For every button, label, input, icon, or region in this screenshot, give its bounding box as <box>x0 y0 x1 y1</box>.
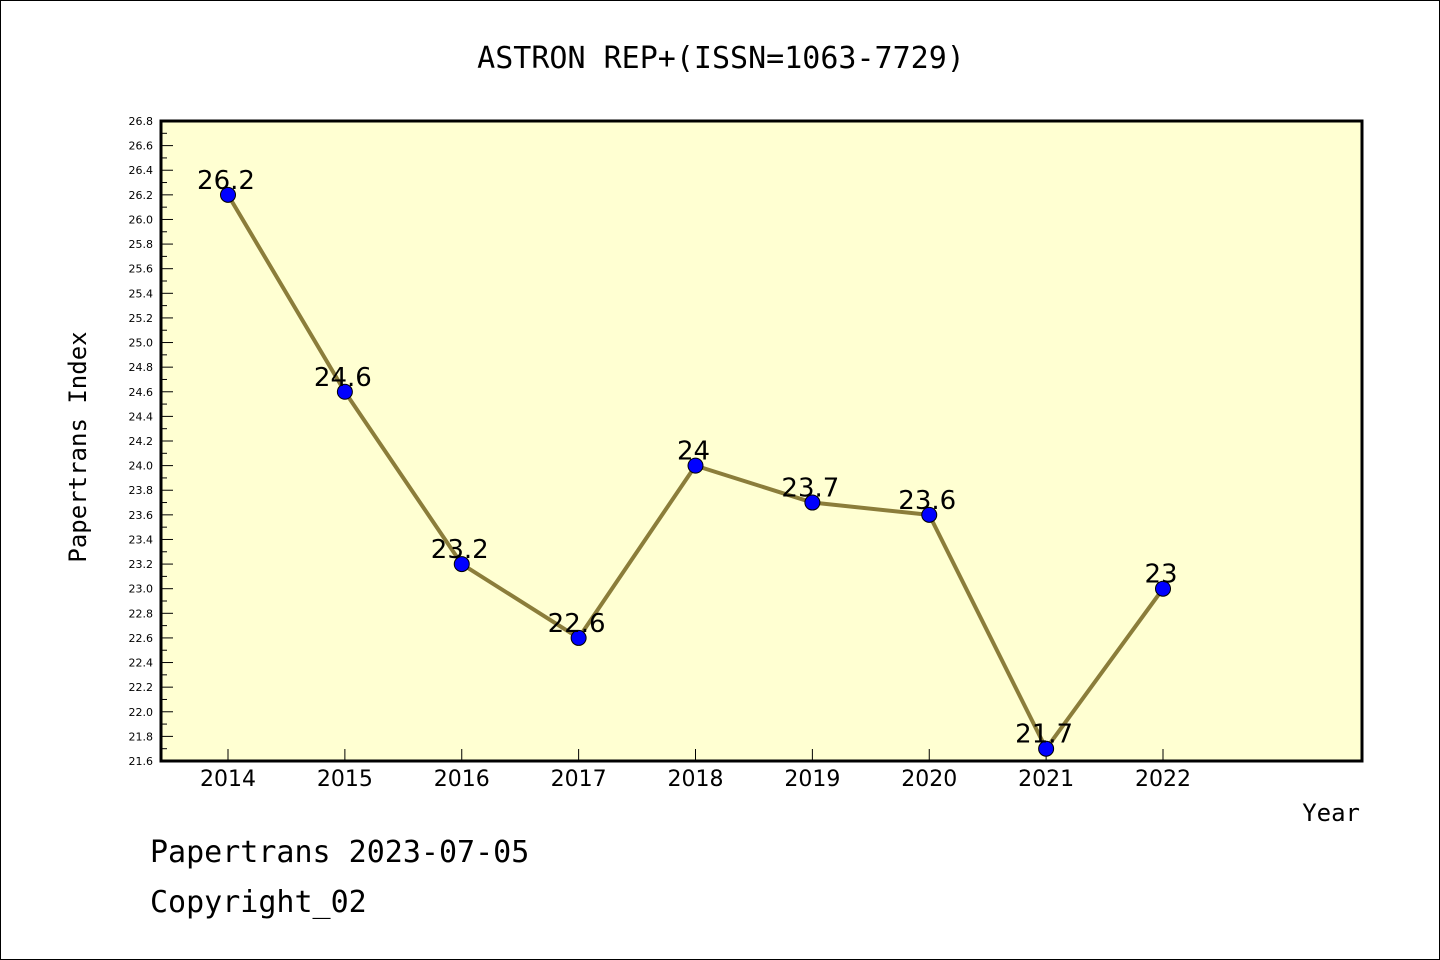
data-point <box>220 186 236 203</box>
y-tick-label: 23.6 <box>129 509 154 522</box>
y-tick-label: 22.4 <box>129 657 154 670</box>
data-point <box>921 506 938 523</box>
y-tick-label: 24.2 <box>129 435 154 448</box>
y-tick-label: 26.0 <box>129 213 154 226</box>
data-label: 22.6 <box>548 609 606 639</box>
y-tick-label: 25.6 <box>129 263 154 276</box>
plot-area <box>161 121 1362 761</box>
y-tick-label: 26.8 <box>129 115 154 128</box>
x-tick-label: 2018 <box>668 767 724 792</box>
y-tick-label: 25.0 <box>129 337 154 350</box>
y-axis-label: Papertrans Index <box>64 331 92 562</box>
data-point <box>1155 580 1171 597</box>
x-tick-label: 2016 <box>434 767 490 792</box>
y-tick-label: 26.4 <box>129 164 154 177</box>
footer-copyright: Copyright_02 <box>150 885 367 920</box>
y-tick-label: 25.4 <box>129 287 154 300</box>
x-axis-label: Year <box>1302 799 1360 827</box>
data-label: 21.7 <box>1015 720 1073 750</box>
data-label: 23 <box>1144 560 1177 590</box>
x-tick-label: 2019 <box>784 767 840 792</box>
data-label: 24 <box>677 437 710 467</box>
y-tick-label: 23.8 <box>129 484 154 497</box>
y-axis-ticks: 21.6 21.8 22.0 22.2 22.4 22.6 22.8 23.0 23.2 23.4… <box>129 115 173 768</box>
data-point <box>804 494 821 511</box>
x-axis-ticks: 2014 2015 2016 2017 2018 2019 2020 2021 2022 <box>200 749 1191 792</box>
y-tick-label: 24.4 <box>129 410 154 423</box>
chart-title: ASTRON REP+(ISSN=1063-7729) <box>477 41 965 76</box>
y-tick-label: 22.6 <box>129 632 154 645</box>
plot-border <box>159 119 1364 763</box>
data-point <box>336 383 353 400</box>
y-tick-label: 24.8 <box>129 361 154 374</box>
data-label: 24.6 <box>314 363 372 393</box>
x-tick-label: 2017 <box>551 767 607 792</box>
y-tick-label: 24.6 <box>129 386 154 399</box>
y-tick-label: 23.2 <box>129 558 154 571</box>
data-label: 23.7 <box>781 474 839 504</box>
x-tick-label: 2021 <box>1018 767 1074 792</box>
y-tick-label: 23.4 <box>129 533 154 546</box>
y-tick-label: 26.6 <box>129 140 154 153</box>
y-tick-label: 22.8 <box>129 607 154 620</box>
x-tick-label: 2014 <box>200 767 256 792</box>
series-layer: 26.2 24.6 23.2 22.6 24 23.7 23.6 21.7 23 <box>197 166 1178 757</box>
y-tick-label: 22.2 <box>129 681 154 694</box>
data-label: 26.2 <box>197 166 255 196</box>
x-tick-label: 2015 <box>317 767 373 792</box>
data-point <box>1038 740 1055 757</box>
y-tick-label: 21.8 <box>129 730 154 743</box>
y-tick-label: 21.6 <box>129 755 154 768</box>
data-point <box>453 556 470 573</box>
y-tick-label: 22.0 <box>129 706 154 719</box>
x-tick-label: 2020 <box>901 767 957 792</box>
y-tick-label: 24.0 <box>129 460 154 473</box>
data-label: 23.2 <box>431 535 489 565</box>
data-point <box>570 629 587 646</box>
y-tick-label: 23.0 <box>129 583 154 596</box>
footer-date: Papertrans 2023-07-05 <box>150 835 530 870</box>
y-tick-label: 25.2 <box>129 312 154 325</box>
y-tick-label: 25.8 <box>129 238 154 251</box>
data-point <box>687 457 704 474</box>
y-tick-label: 26.2 <box>129 189 154 202</box>
x-tick-label: 2022 <box>1135 767 1191 792</box>
data-label: 23.6 <box>898 486 956 516</box>
